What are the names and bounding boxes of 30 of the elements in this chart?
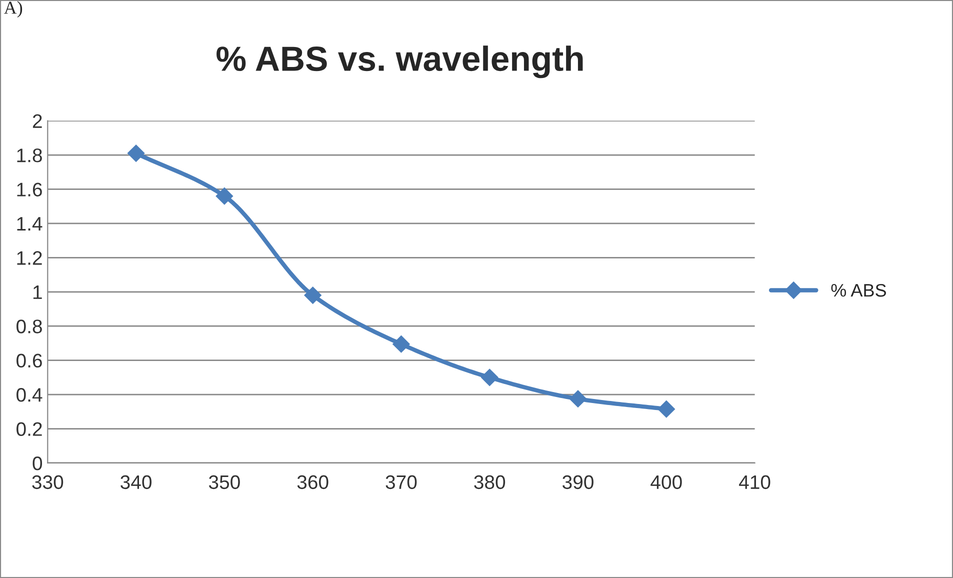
y-tick-label: 0.8 <box>16 320 42 334</box>
x-tick-label: 400 <box>650 475 682 490</box>
legend-label: % ABS <box>831 284 886 297</box>
x-tick-label: 390 <box>562 475 594 490</box>
x-tick-label: 410 <box>739 475 770 490</box>
x-tick-label: 380 <box>474 475 506 490</box>
y-tick-label: 0 <box>32 456 42 470</box>
x-tick-label: 330 <box>32 475 64 490</box>
y-tick-label: 0.6 <box>16 354 42 368</box>
y-tick-label: 1.2 <box>17 251 42 265</box>
y-tick-label: 1.8 <box>17 148 42 162</box>
y-tick-label: 0.2 <box>16 422 42 436</box>
point <box>304 286 322 304</box>
y-tick-label: 1 <box>33 286 42 299</box>
point <box>127 144 145 162</box>
point <box>392 336 410 353</box>
x-tick-label: 350 <box>208 475 240 490</box>
y-tick-label: 2 <box>32 114 42 128</box>
chart-title: % ABS vs. wavelength <box>216 46 583 78</box>
point <box>481 368 498 386</box>
y-tick-label: 1.6 <box>17 182 42 196</box>
y-tick-label: 1.4 <box>17 217 42 230</box>
x-tick-label: 360 <box>297 475 328 490</box>
point <box>216 188 233 205</box>
y-tick-label: 0.4 <box>16 388 42 402</box>
x-tick-label: 370 <box>386 475 417 490</box>
point <box>658 400 675 418</box>
x-tick-label: 340 <box>120 475 152 490</box>
point <box>569 390 587 408</box>
text: A) <box>4 1 22 18</box>
